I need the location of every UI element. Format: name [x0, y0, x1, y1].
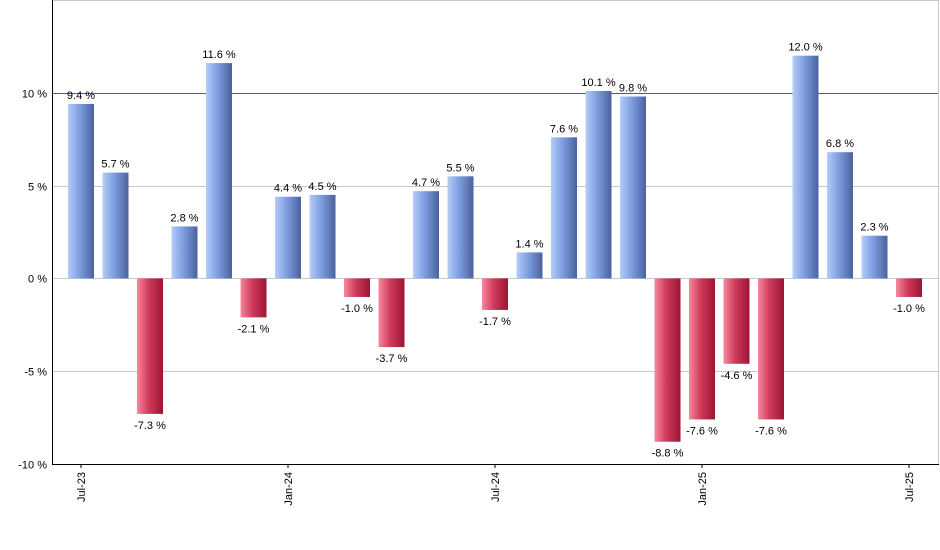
x-tick-label: Jan-25: [697, 472, 709, 506]
bar-sep-23: [137, 278, 163, 414]
bar-may-24: [413, 191, 439, 279]
x-tick-label: Jul-24: [490, 472, 502, 502]
bar-apr-24: [378, 278, 405, 348]
bar-mar-24: [344, 278, 370, 297]
bar-jul-25: [896, 278, 922, 297]
x-tick-label: Jul-23: [76, 472, 88, 502]
bars: [68, 55, 922, 442]
data-label: 9.8 %: [619, 83, 647, 95]
data-label: 11.6 %: [202, 49, 236, 61]
data-label: -4.6 %: [721, 370, 753, 382]
data-label: 12.0 %: [788, 42, 822, 54]
data-label: -7.3 %: [134, 420, 166, 432]
bar-oct-23: [171, 226, 198, 279]
data-label: 5.7 %: [101, 159, 129, 171]
data-label: -1.0 %: [893, 303, 925, 315]
data-label: 10.1 %: [581, 77, 615, 89]
data-label: -8.8 %: [652, 448, 684, 460]
data-label: 5.5 %: [446, 162, 474, 174]
bar-jan-24: [275, 196, 301, 279]
data-label: 4.7 %: [412, 177, 440, 189]
bar-jul-24: [482, 278, 508, 310]
data-label: 4.4 %: [274, 183, 302, 195]
data-label: 4.5 %: [308, 181, 336, 193]
bar-jul-23: [68, 103, 94, 279]
data-label: -2.1 %: [238, 323, 270, 335]
y-tick-label: -5 %: [24, 367, 47, 379]
bar-feb-24: [309, 194, 336, 279]
data-label: 6.8 %: [826, 138, 854, 150]
data-label: 9.4 %: [67, 90, 95, 102]
bar-feb-25: [723, 278, 750, 364]
bar-may-25: [827, 152, 853, 279]
y-tick-label: 5 %: [28, 182, 47, 194]
bar-aug-24: [516, 252, 543, 279]
bar-apr-25: [792, 55, 819, 279]
bar-jun-25: [861, 235, 888, 279]
bar-nov-24: [620, 96, 646, 279]
data-label: 2.3 %: [860, 222, 888, 234]
axes: -10 % -5 % 0 % 5 % 10 % Jul-23 Jan-24 Jul-24 Jan…: [18, 0, 939, 506]
bar-aug-23: [102, 172, 129, 279]
data-label: 2.8 %: [170, 212, 198, 224]
bar-jun-24: [447, 176, 474, 279]
data-label: 1.4 %: [515, 238, 543, 250]
data-label: 7.6 %: [550, 123, 578, 135]
bar-jan-25: [689, 278, 715, 420]
data-label: -7.6 %: [686, 425, 718, 437]
y-tick-label: -10 %: [18, 460, 47, 472]
y-tick-label: 10 %: [22, 89, 47, 101]
bar-dec-23: [240, 278, 267, 318]
bar-dec-24: [654, 278, 681, 442]
bar-mar-25: [758, 278, 784, 420]
x-tick-label: Jan-24: [283, 472, 295, 506]
y-tick-label: 0 %: [28, 274, 47, 286]
x-tick-label: Jul-25: [904, 472, 916, 502]
bar-oct-24: [585, 90, 612, 279]
data-label: -1.7 %: [479, 316, 511, 328]
data-labels: 9.4 % 5.7 % -7.3 % 2.8 % 11.6 % -2.1 % 4.4 % 4.…: [67, 42, 925, 460]
data-label: -1.0 %: [341, 303, 373, 315]
bar-sep-24: [551, 137, 577, 279]
data-label: -3.7 %: [376, 353, 408, 365]
bar-nov-23: [206, 63, 232, 279]
data-label: -7.6 %: [755, 425, 787, 437]
